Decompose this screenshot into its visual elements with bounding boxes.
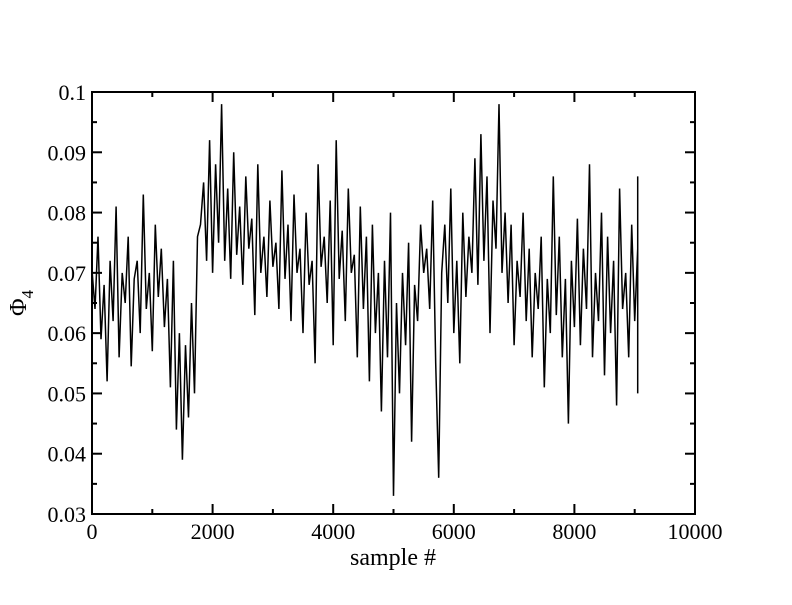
x-tick-label: 0: [87, 519, 98, 544]
y-tick-label: 0.09: [48, 140, 87, 165]
y-axis-title-subscript: 4: [18, 289, 37, 298]
x-tick-label: 10000: [668, 519, 723, 544]
y-tick-label: 0.03: [48, 502, 87, 527]
y-tick-label: 0.08: [48, 201, 87, 226]
x-tick-label: 6000: [432, 519, 476, 544]
y-tick-label: 0.06: [48, 321, 87, 346]
plot-frame: [91, 91, 696, 515]
y-tick-label: 0.1: [59, 80, 87, 105]
x-tick-label: 8000: [552, 519, 596, 544]
y-tick-labels: 0.03 0.04 0.05 0.06 0.07 0.08 0.09 0.1: [48, 80, 87, 527]
svg-text:Φ4: Φ4: [6, 289, 37, 316]
x-tick-label: 4000: [311, 519, 355, 544]
y-axis-title: Φ4: [6, 289, 37, 316]
y-axis-title-main: Φ: [6, 298, 32, 316]
x-tick-labels: 0 2000 4000 6000 8000 10000: [87, 519, 723, 544]
x-tick-label: 2000: [191, 519, 235, 544]
y-tick-label: 0.05: [48, 381, 87, 406]
y-tick-label: 0.07: [48, 261, 87, 286]
series-line: [91, 104, 639, 496]
y-tick-label: 0.04: [48, 442, 87, 467]
x-axis-title: sample #: [350, 545, 436, 571]
